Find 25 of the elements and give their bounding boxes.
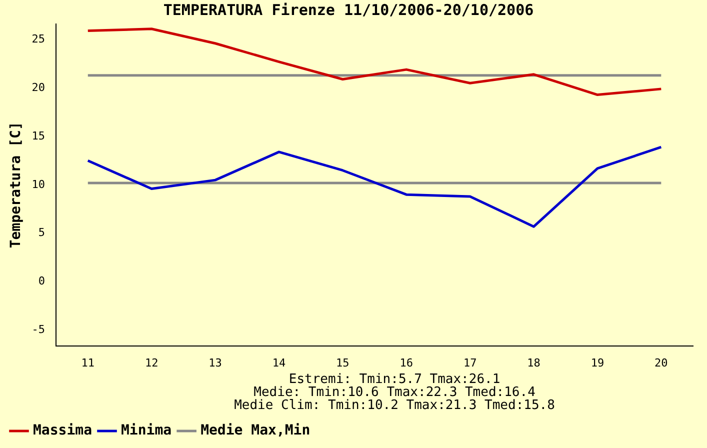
x-tick-label: 16: [400, 356, 413, 370]
x-tick-label: 15: [336, 356, 350, 370]
x-tick-label: 11: [81, 356, 95, 370]
legend-label: Medie Max,Min: [200, 422, 310, 439]
text: Estremi: Tmin:5.7 Tmax:26.1: [288, 372, 500, 387]
x-tick-label: 12: [144, 356, 158, 370]
y-tick-label: 25: [32, 32, 46, 46]
y-tick-label: 10: [32, 178, 46, 191]
x-tick-label: 18: [527, 356, 540, 370]
x-tick-label: 20: [654, 356, 668, 370]
text: Medie Clim: Tmin:10.2 Tmax:21.3 Tmed:15.8: [234, 398, 555, 413]
x-tick-label: 14: [272, 356, 286, 370]
y-axis-title: Temperatura [C]: [8, 122, 24, 248]
y-tick-label: -5: [32, 323, 46, 336]
chart-title: TEMPERATURA Firenze 11/10/2006-20/10/2006: [163, 0, 534, 19]
x-tick-label: 19: [590, 356, 604, 370]
x-tick-label: 13: [208, 356, 222, 370]
legend-label: Massima: [33, 422, 92, 439]
text: Medie: Tmin:10.6 Tmax:22.3 Tmed:16.4: [254, 384, 536, 400]
y-tick-label: 20: [32, 80, 46, 94]
x-tick-label: 17: [463, 356, 477, 370]
y-tick-label: 0: [38, 274, 46, 288]
y-tick-label: 5: [38, 226, 46, 240]
legend-label: Minima: [121, 422, 172, 439]
y-tick-label: 15: [32, 129, 46, 142]
